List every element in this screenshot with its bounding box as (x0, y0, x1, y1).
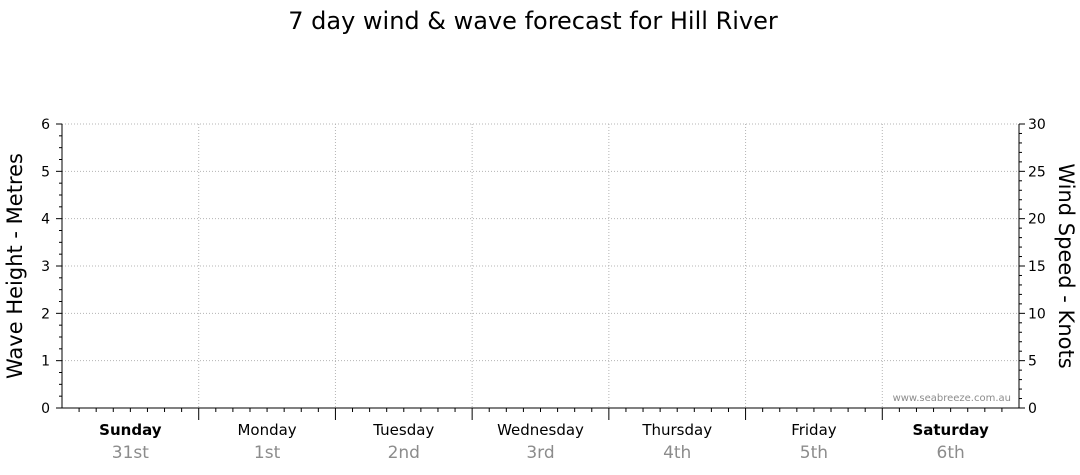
left-axis-ticks: 0 1 2 3 4 5 6 (41, 117, 62, 417)
watermark: www.seabreeze.com.au (893, 393, 1011, 404)
left-tick-label: 3 (41, 259, 50, 275)
right-axis-label: Wind Speed - Knots (1054, 163, 1078, 368)
left-tick-label: 5 (41, 164, 50, 180)
grid (62, 123, 1019, 408)
right-tick-label: 5 (1028, 354, 1037, 370)
right-tick-label: 20 (1028, 212, 1046, 228)
day-date-label: 1st (254, 443, 281, 463)
day-name-label: Saturday (912, 421, 989, 439)
day-name-label: Friday (791, 421, 837, 439)
day-date-label: 3rd (526, 443, 554, 463)
right-tick-label: 10 (1028, 306, 1046, 322)
left-tick-label: 1 (41, 354, 50, 370)
right-tick-label: 25 (1028, 164, 1046, 180)
day-date-label: 2nd (388, 443, 420, 463)
day-date-label: 31st (112, 443, 149, 463)
right-tick-label: 0 (1028, 401, 1037, 417)
day-name-label: Sunday (99, 421, 162, 439)
day-date-label: 4th (663, 443, 691, 463)
right-tick-label: 15 (1028, 259, 1046, 275)
day-name-label: Tuesday (372, 421, 434, 439)
day-labels: Sunday 31st Monday 1st Tuesday 2nd Wednesday 3r… (78, 408, 1003, 463)
day-date-label: 6th (937, 443, 965, 463)
left-tick-label: 4 (41, 212, 50, 228)
chart-title: 7 day wind & wave forecast for Hill Rive… (288, 7, 778, 35)
right-axis-ticks: 0 5 10 15 20 25 30 (1019, 117, 1046, 417)
left-axis-label: Wave Height - Metres (3, 153, 27, 379)
left-tick-label: 2 (41, 306, 50, 322)
right-tick-label: 30 (1028, 117, 1046, 133)
day-date-label: 5th (800, 443, 828, 463)
day-name-label: Thursday (641, 421, 712, 439)
day-name-label: Wednesday (497, 421, 584, 439)
left-tick-label: 6 (41, 117, 50, 133)
left-tick-label: 0 (41, 401, 50, 417)
day-name-label: Monday (237, 421, 296, 439)
